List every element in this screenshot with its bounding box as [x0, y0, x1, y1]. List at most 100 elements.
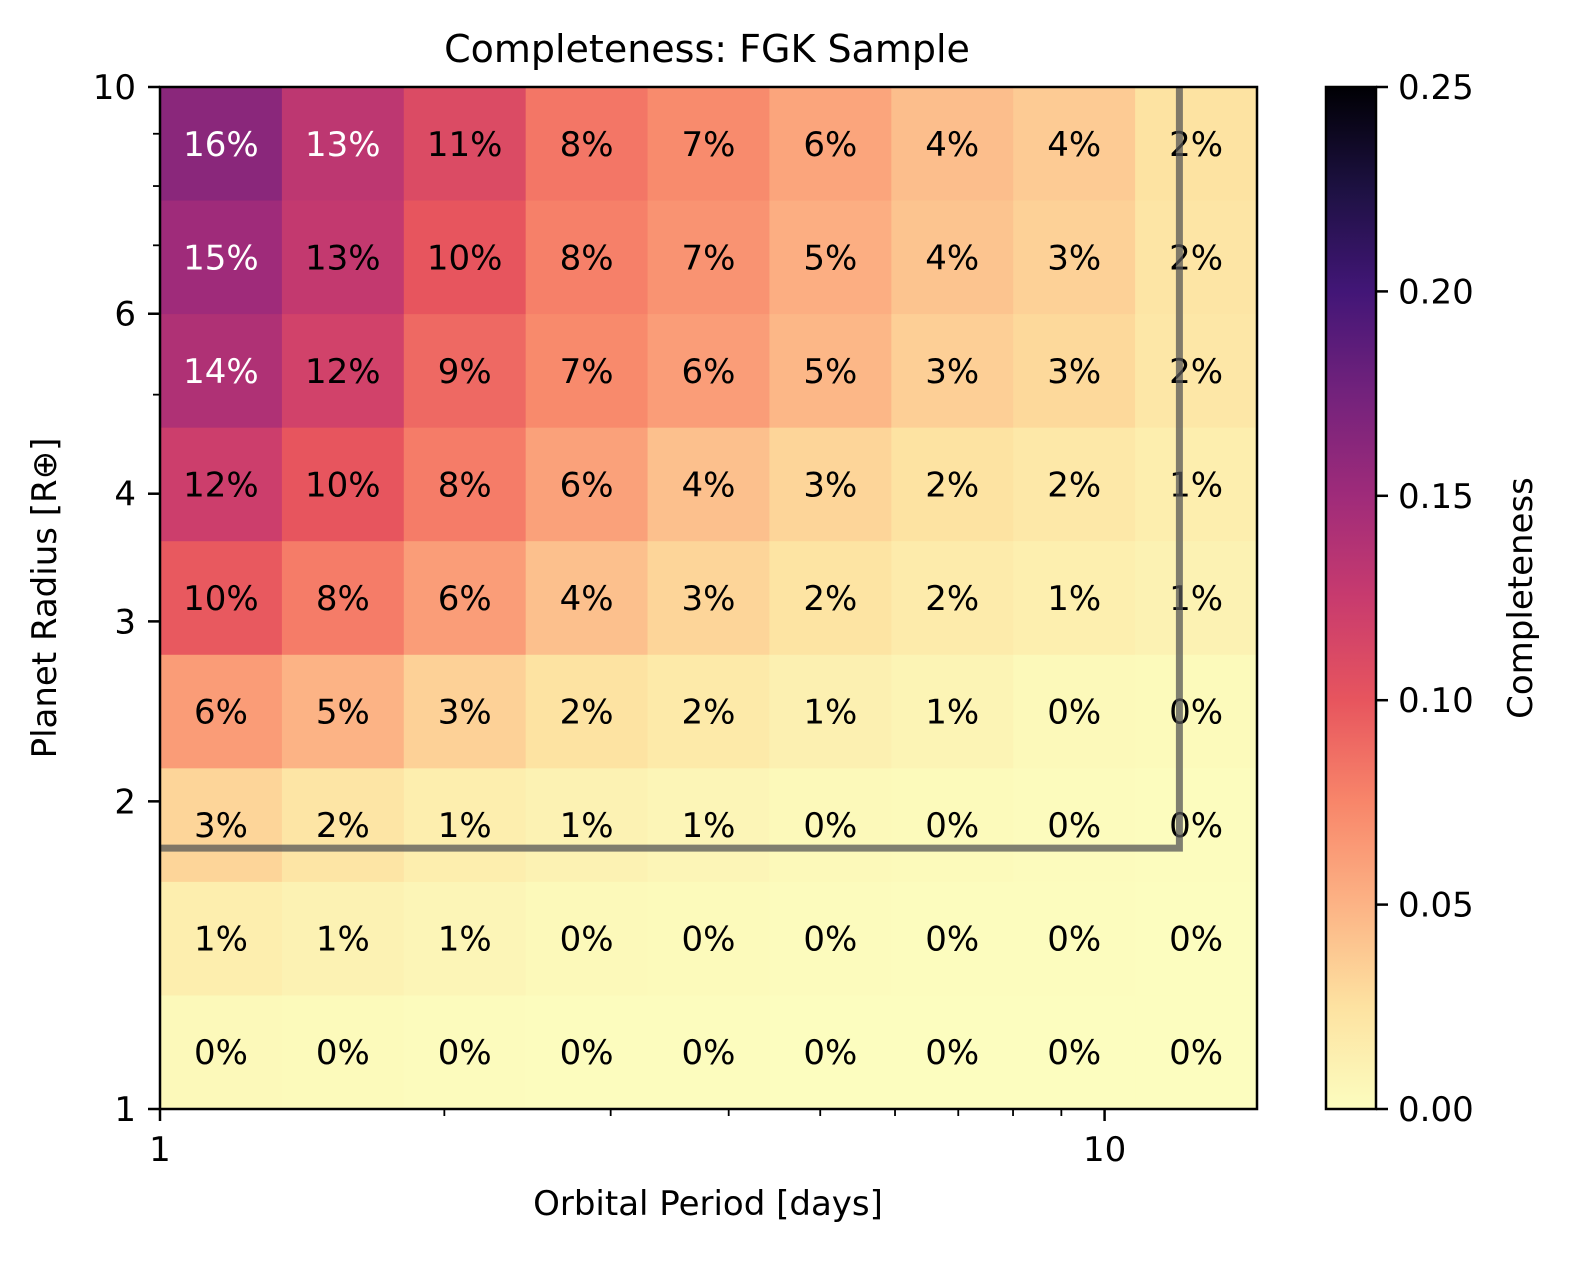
cell-label: 0% — [1047, 806, 1101, 846]
cell-label: 6% — [438, 579, 492, 619]
colorbar — [1324, 85, 1378, 1111]
heatmap-cell — [403, 654, 527, 769]
cell-label: 5% — [316, 693, 370, 733]
cell-label: 2% — [682, 693, 736, 733]
cell-label: 2% — [316, 806, 370, 846]
cell-label: 3% — [925, 352, 979, 392]
cell-label: 5% — [803, 238, 857, 278]
cell-label: 2% — [925, 465, 979, 505]
heatmap-cell — [403, 427, 527, 542]
heatmap-cell — [403, 995, 527, 1110]
cell-label: 14% — [183, 352, 259, 392]
cell-label: 9% — [438, 352, 492, 392]
cell-label: 6% — [682, 352, 736, 392]
heatmap-cell — [281, 200, 405, 315]
y-axis-label: Planet Radius [R⊕] — [25, 438, 65, 759]
heatmap-cell — [403, 881, 527, 997]
heatmap-cell — [647, 768, 771, 883]
heatmap-cell — [769, 995, 892, 1110]
cell-label: 0% — [1047, 920, 1101, 960]
plot-frame — [158, 85, 1259, 1111]
heatmap-cell — [281, 881, 405, 997]
heatmap-cell — [891, 541, 1014, 656]
heatmap-cell — [1013, 87, 1136, 202]
cell-label: 1% — [438, 806, 492, 846]
heatmap-cell — [647, 541, 771, 656]
heatmap-cell — [160, 541, 283, 656]
heatmap-cell — [891, 995, 1014, 1110]
colorbar-tick-label: 0.00 — [1398, 1090, 1474, 1130]
cell-label: 10% — [305, 465, 381, 505]
heatmap-cell — [525, 541, 649, 656]
heatmap-cell — [647, 314, 771, 429]
heatmap-cell — [647, 427, 771, 542]
cell-label: 13% — [305, 238, 381, 278]
heatmap-cell — [647, 200, 771, 315]
heatmap-cell — [769, 87, 892, 202]
heatmap-cell — [281, 654, 405, 769]
cell-label: 2% — [925, 579, 979, 619]
heatmap-cell — [891, 314, 1014, 429]
cell-label: 3% — [682, 579, 736, 619]
highlight-box — [160, 87, 1183, 852]
cell-label: 4% — [1047, 125, 1101, 165]
heatmap-cell — [1013, 541, 1136, 656]
heatmap-cell — [1013, 314, 1136, 429]
heatmap-cell — [1135, 87, 1258, 202]
heatmap-cell — [1135, 995, 1258, 1110]
cell-label: 0% — [438, 1033, 492, 1073]
cell-label: 0% — [803, 806, 857, 846]
cell-label: 0% — [560, 920, 614, 960]
heatmap-cell — [1135, 541, 1258, 656]
heatmap-cell — [525, 200, 649, 315]
heatmap-cell — [160, 995, 283, 1110]
cell-label: 6% — [803, 125, 857, 165]
heatmap-cell — [891, 654, 1014, 769]
cell-label: 3% — [1047, 238, 1101, 278]
cell-label: 16% — [183, 125, 259, 165]
x-tick-label: 10 — [1083, 1130, 1126, 1170]
cell-label: 4% — [925, 238, 979, 278]
heatmap-cell — [525, 881, 649, 997]
cell-label: 0% — [1047, 1033, 1101, 1073]
heatmap-cells — [160, 87, 1258, 1110]
cell-label: 15% — [183, 238, 259, 278]
heatmap-cell — [525, 768, 649, 883]
heatmap-cell — [1013, 200, 1136, 315]
cell-label: 0% — [1169, 1033, 1223, 1073]
heatmap-cell — [647, 995, 771, 1110]
heatmap-cell — [647, 87, 771, 202]
cell-label: 3% — [1047, 352, 1101, 392]
heatmap-cell — [403, 314, 527, 429]
cell-label: 0% — [803, 1033, 857, 1073]
cell-label: 0% — [682, 1033, 736, 1073]
x-axis: 1 10 — [149, 1109, 1126, 1170]
cell-label: 0% — [925, 806, 979, 846]
cell-label: 0% — [316, 1033, 370, 1073]
heatmap-cell — [1135, 314, 1258, 429]
y-tick-label: 4 — [114, 475, 136, 515]
heatmap-cell — [160, 314, 283, 429]
heatmap-cell — [1135, 200, 1258, 315]
heatmap-cell — [1013, 427, 1136, 542]
colorbar-tick-label: 0.20 — [1398, 272, 1474, 312]
cell-label: 1% — [194, 920, 248, 960]
heatmap-cell — [525, 427, 649, 542]
cell-label: 3% — [438, 693, 492, 733]
cell-label: 6% — [194, 693, 248, 733]
heatmap-cell — [160, 427, 283, 542]
x-axis-label: Orbital Period [days] — [533, 1184, 883, 1224]
y-tick-label: 3 — [114, 602, 136, 642]
y-tick-label: 2 — [114, 782, 136, 822]
cell-label: 7% — [682, 238, 736, 278]
cell-label: 10% — [427, 238, 503, 278]
heatmap-cell — [1135, 768, 1258, 883]
cell-label: 0% — [803, 920, 857, 960]
cell-label: 11% — [427, 125, 503, 165]
heatmap-cell — [891, 87, 1014, 202]
heatmap-cell — [281, 541, 405, 656]
cell-label: 4% — [682, 465, 736, 505]
heatmap-cell — [281, 427, 405, 542]
heatmap-cell — [769, 768, 892, 883]
cell-label: 12% — [305, 352, 381, 392]
